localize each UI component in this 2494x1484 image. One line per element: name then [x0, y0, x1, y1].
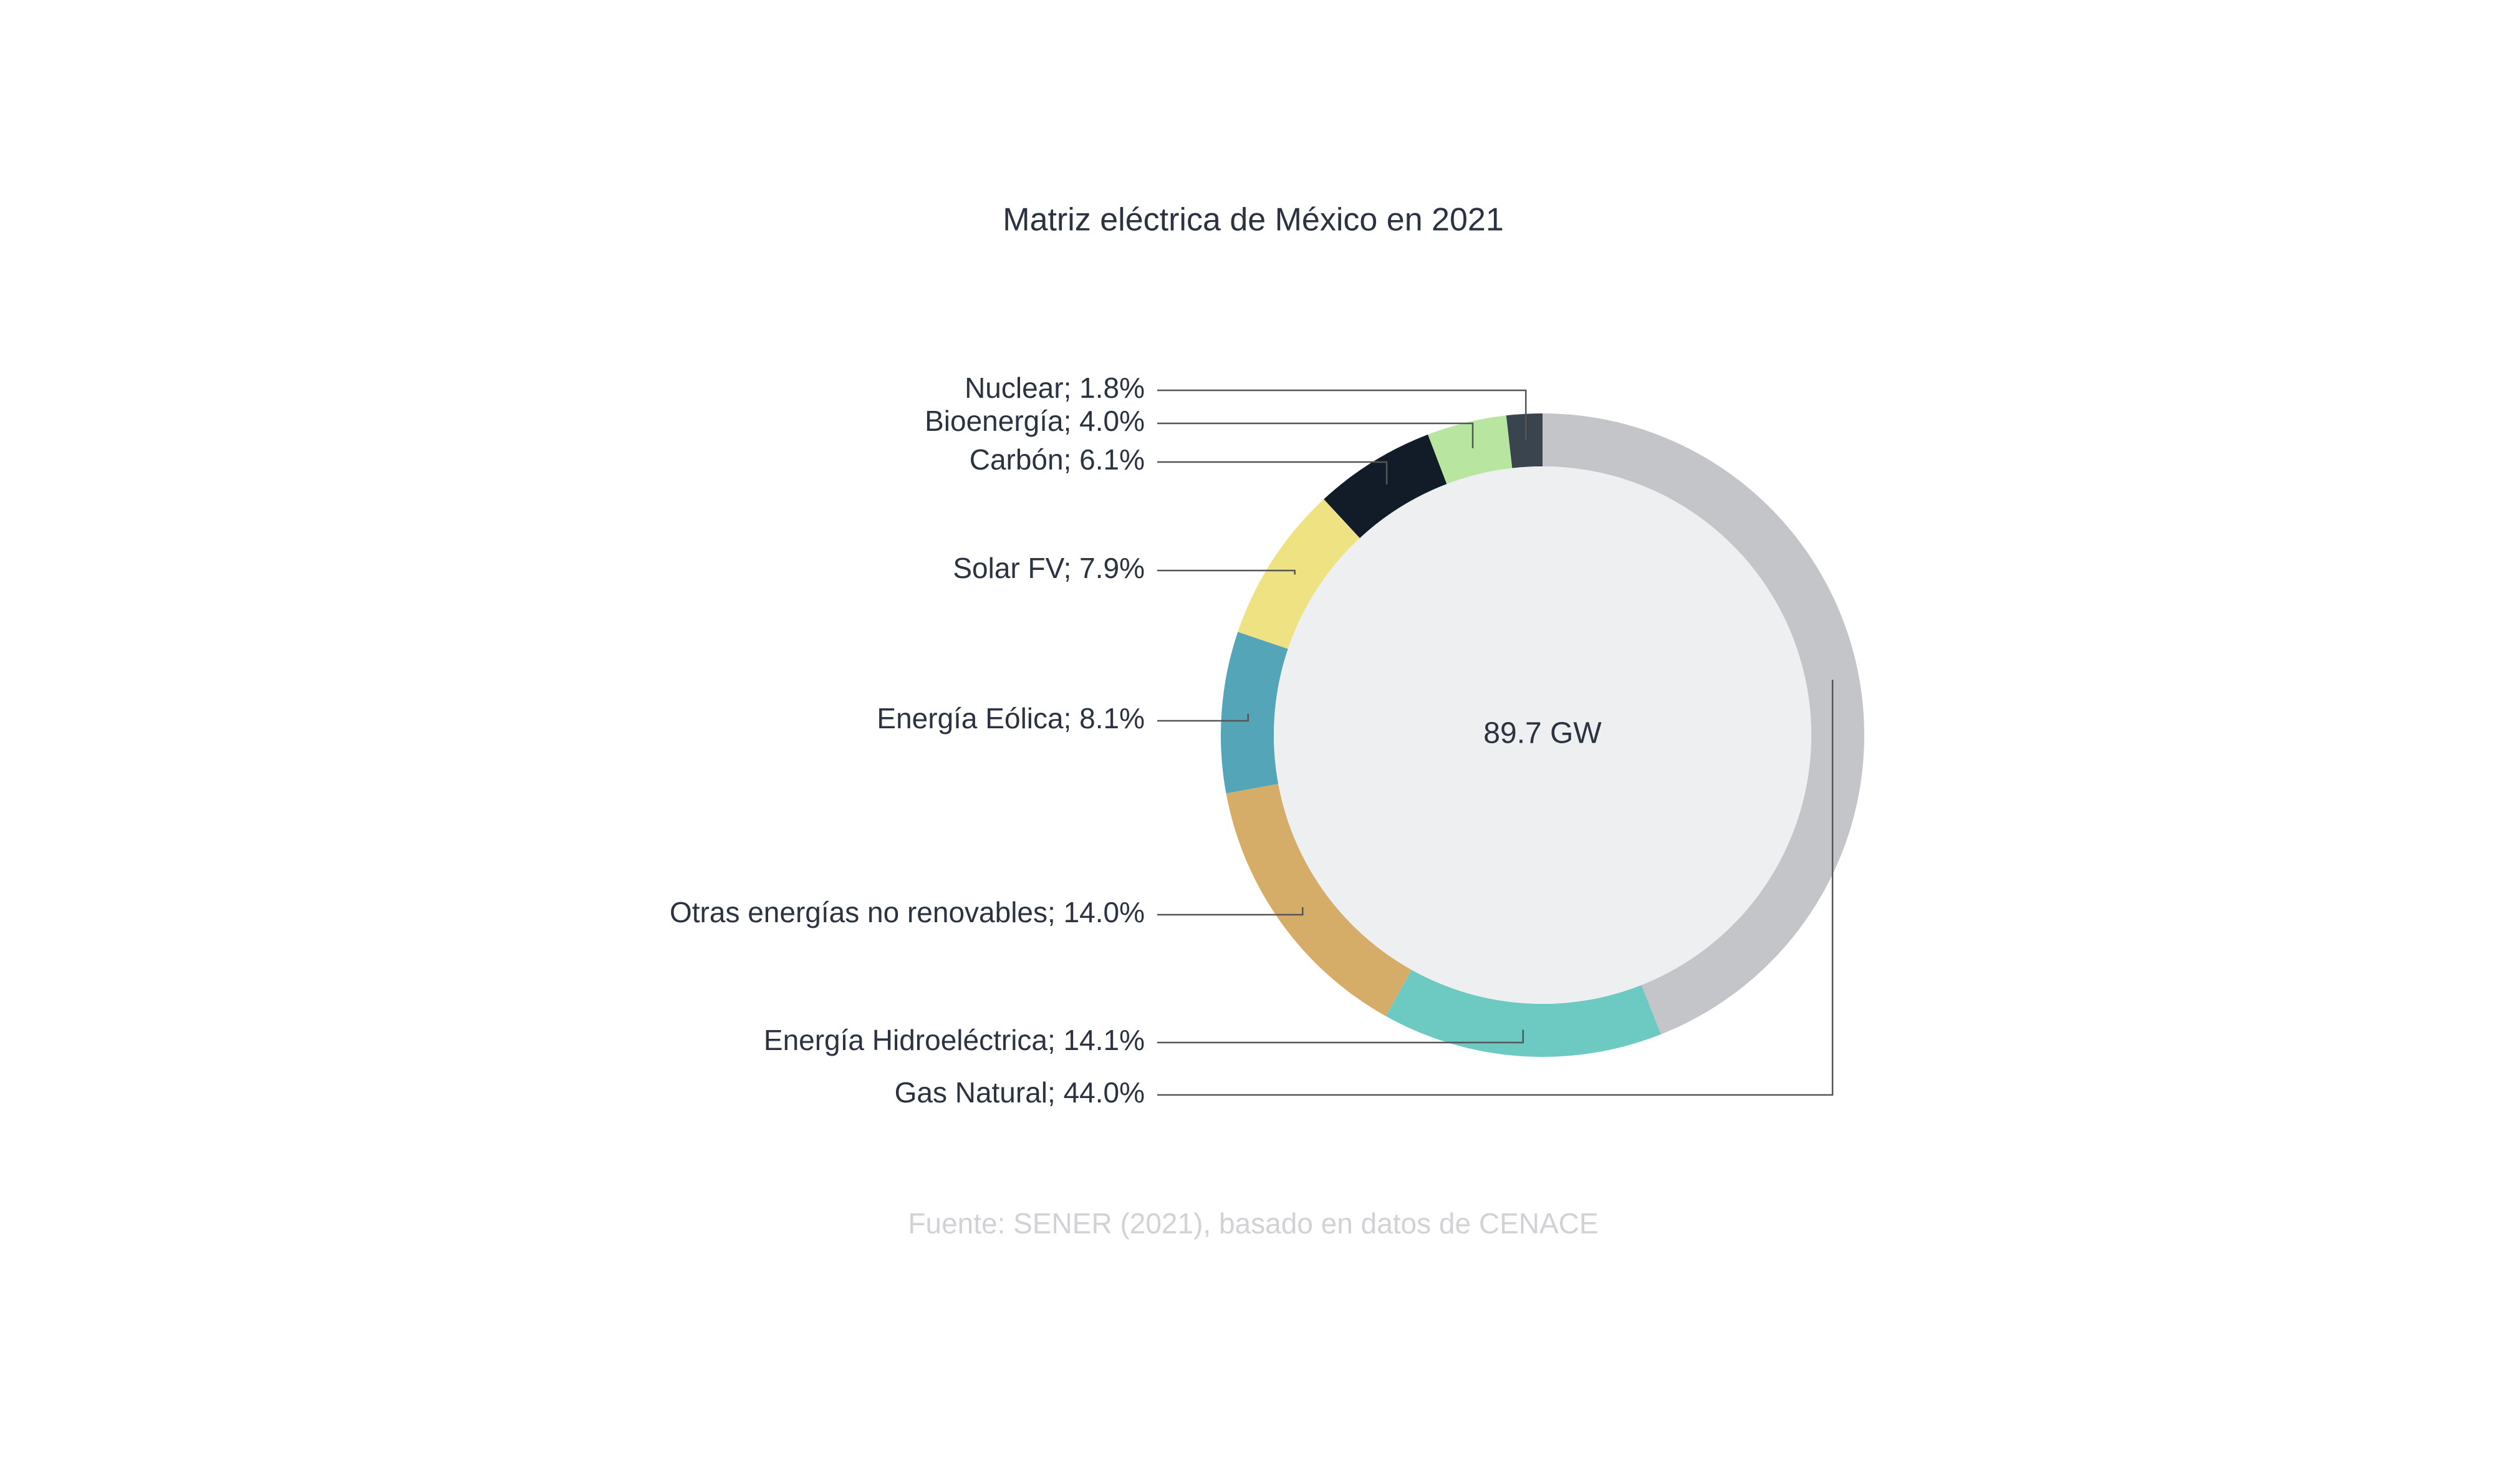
slice-label: Gas Natural; 44.0%: [895, 1076, 1145, 1109]
leader-line: [1157, 569, 1296, 575]
source: Fuente: SENER (2021), basado en datos de…: [908, 1207, 1598, 1240]
leader-line: [1157, 422, 1474, 448]
donut-slice: [1385, 970, 1661, 1057]
center-label: 89.7 GW: [1483, 717, 1602, 750]
donut-slice: [1324, 434, 1447, 538]
slice-label: Solar FV; 7.9%: [953, 552, 1145, 584]
slice-label: Energía Eólica; 8.1%: [877, 702, 1145, 735]
donut-center: [1274, 466, 1811, 1004]
leader-line: [1157, 713, 1249, 722]
leader-line: [1157, 461, 1388, 484]
slice-label: Otras energías no renovables; 14.0%: [670, 896, 1145, 928]
donut-slice: [1238, 499, 1360, 649]
donut-slice: [1506, 413, 1543, 468]
slice-label: Nuclear; 1.8%: [965, 372, 1145, 404]
slice-label: Energía Hidroeléctrica; 14.1%: [764, 1024, 1145, 1056]
donut-slice: [1543, 413, 1864, 1034]
donut-slice: [1428, 415, 1513, 484]
chart-title: Matriz eléctrica de México en 2021: [1003, 202, 1504, 238]
leader-line: [1157, 1029, 1524, 1044]
leader-line: [1157, 680, 1834, 1096]
leader-line: [1157, 389, 1527, 441]
donut-slice: [1221, 632, 1288, 794]
slice-label: Carbón; 6.1%: [970, 443, 1145, 476]
leader-line: [1157, 907, 1304, 916]
slice-label: Bioenergía; 4.0%: [925, 405, 1145, 437]
donut-slice: [1226, 784, 1412, 1016]
